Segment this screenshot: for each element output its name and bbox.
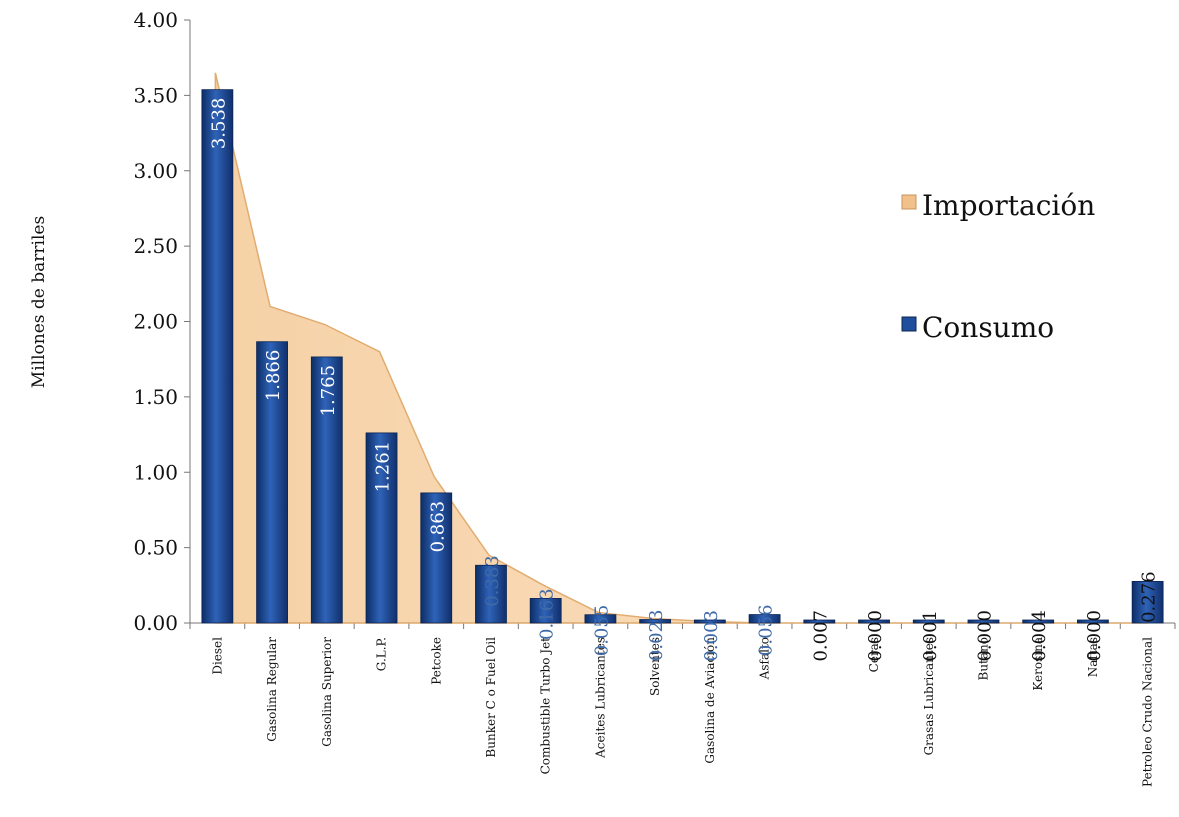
x-tick-label: Grasas Lubricantes bbox=[922, 637, 936, 755]
consumo-value-label: 0.055 bbox=[591, 605, 612, 657]
consumo-value-label: 0.863 bbox=[427, 501, 448, 553]
consumo-bar bbox=[912, 619, 945, 624]
x-axis: Diesel Gasolina Regular Gasolina Superior G… bbox=[189, 622, 1176, 787]
x-tick-label: Gasolina Superior bbox=[320, 637, 334, 747]
consumo-value-label: 0.276 bbox=[1139, 571, 1160, 623]
importacion-area-layer bbox=[214, 72, 1148, 624]
consumo-bar bbox=[803, 619, 836, 624]
x-tick-label: Kerosina bbox=[1031, 637, 1045, 691]
consumo-bar bbox=[748, 614, 781, 624]
consumo-bar bbox=[693, 619, 726, 624]
consumo-bar bbox=[584, 614, 617, 624]
consumo-bar bbox=[639, 619, 672, 624]
consumo-bar bbox=[1077, 619, 1109, 624]
x-tick-label: Asfalto bbox=[758, 637, 772, 680]
consumo-value-label: 0.007 bbox=[810, 610, 831, 662]
consumo-bar bbox=[256, 341, 288, 624]
consumo-value-label: 1.261 bbox=[373, 441, 394, 493]
consumo-value-label: 0.023 bbox=[646, 610, 667, 662]
y-tick-label: 0.50 bbox=[133, 536, 178, 560]
y-axis: 0.00 0.50 1.00 1.50 2.00 2.50 3.00 3.50 4.00 bbox=[133, 8, 191, 635]
consumo-bar bbox=[1022, 619, 1055, 624]
consumo-value-label: 0.000 bbox=[974, 610, 995, 662]
x-tick-label: Butano bbox=[976, 637, 990, 680]
x-tick-label: Aceites Lubricantes bbox=[593, 637, 607, 759]
x-tick-label: Gasolina de Aviación bbox=[703, 637, 717, 764]
consumo-value-label: 0.056 bbox=[756, 605, 777, 657]
consumo-bar bbox=[1131, 580, 1164, 624]
consumo-value-label: 0.001 bbox=[920, 610, 941, 662]
y-tick-label: 3.50 bbox=[133, 83, 178, 107]
consumo-bar bbox=[967, 619, 1000, 624]
x-tick-label: Gasolina Regular bbox=[265, 637, 279, 742]
consumo-value-label: 0.000 bbox=[1084, 610, 1105, 662]
x-tick-label: Naftas bbox=[1086, 637, 1100, 677]
x-tick-label: Diesel bbox=[210, 637, 224, 675]
y-tick-label: 3.00 bbox=[133, 159, 178, 183]
consumo-bar bbox=[420, 492, 453, 624]
x-tick-label: Petcoke bbox=[429, 637, 443, 685]
consumo-bar bbox=[201, 89, 234, 624]
y-tick-label: 4.00 bbox=[133, 8, 178, 32]
consumo-bar bbox=[310, 356, 343, 624]
importacion-area bbox=[214, 72, 1148, 624]
y-tick-label: 1.00 bbox=[133, 460, 178, 484]
consumo-value-label: 0.000 bbox=[865, 610, 886, 662]
x-tick-label: Bunker C o Fuel Oil bbox=[484, 637, 498, 758]
y-tick-label: 2.50 bbox=[133, 234, 178, 258]
consumo-value-label: 1.765 bbox=[318, 365, 339, 417]
legend-swatch bbox=[901, 194, 917, 210]
legend-label: Consumo bbox=[922, 311, 1054, 344]
y-tick-label: 1.50 bbox=[133, 385, 178, 409]
consumo-value-label: 0.163 bbox=[537, 588, 558, 640]
y-axis-title: Millones de barriles bbox=[29, 216, 49, 388]
y-tick-label: 2.00 bbox=[133, 310, 178, 334]
consumo-bar-layer bbox=[201, 89, 1164, 624]
consumo-value-label: 0.004 bbox=[1029, 610, 1050, 662]
consumo-bar bbox=[475, 564, 507, 624]
x-tick-label: Solventes bbox=[648, 637, 662, 696]
x-tick-label: Combustible Turbo Jet bbox=[539, 637, 553, 775]
legend-label: Importación bbox=[922, 189, 1095, 222]
consumo-bar bbox=[858, 619, 890, 624]
consumo-value-label: 0.383 bbox=[482, 555, 503, 607]
x-tick-label: G.L.P. bbox=[375, 637, 389, 671]
x-tick-label: Petroleo Crudo Nacional bbox=[1141, 637, 1155, 787]
consumo-value-label: 1.866 bbox=[263, 350, 284, 402]
value-label-layer: 3.538 1.866 1.765 1.261 0.863 0.383 0.163 0.055… bbox=[208, 98, 1159, 662]
x-tick-label: Ceras bbox=[867, 637, 881, 672]
y-tick-label: 0.00 bbox=[133, 611, 178, 635]
consumo-value-label: 3.538 bbox=[208, 98, 229, 150]
legend-swatch bbox=[901, 316, 917, 332]
consumo-value-label: 0.003 bbox=[701, 610, 722, 662]
legend: Importación Consumo bbox=[901, 189, 1095, 344]
consumo-bar bbox=[529, 598, 562, 624]
consumo-bar bbox=[365, 432, 398, 624]
